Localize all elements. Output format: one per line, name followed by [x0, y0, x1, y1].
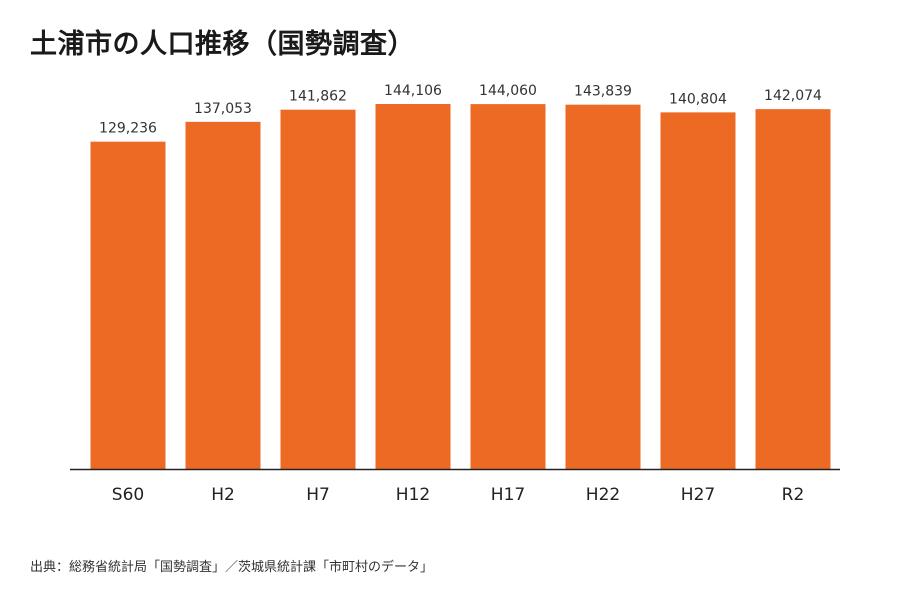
- x-tick-label-h22: H22: [586, 485, 620, 505]
- x-tick-labels-group: S60 H2 H7 H12 H17 H22 H27 R2: [112, 485, 805, 505]
- source-note: 出典：総務省統計局「国勢調査」／茨城県統計課「市町村のデータ」: [30, 560, 434, 575]
- x-tick-label-h12: H12: [396, 485, 430, 505]
- value-label-h12: 144,106: [384, 83, 442, 99]
- x-tick-label-s60: S60: [112, 485, 144, 505]
- bars-group: [90, 104, 831, 470]
- value-label-h22: 143,839: [574, 84, 632, 100]
- bar-r2: [755, 109, 831, 470]
- x-tick-label-h2: H2: [211, 485, 235, 505]
- value-label-h27: 140,804: [669, 91, 727, 107]
- bar-h17: [470, 104, 546, 469]
- bar-h22: [565, 104, 641, 469]
- bar-h7: [280, 109, 356, 470]
- x-tick-label-h17: H17: [491, 485, 525, 505]
- bar-h27: [660, 112, 736, 469]
- chart-title: 土浦市の人口推移（国勢調査）: [30, 29, 415, 60]
- x-tick-label-h27: H27: [681, 485, 715, 505]
- x-tick-label-r2: R2: [782, 485, 805, 505]
- bar-h2: [185, 121, 261, 469]
- value-label-r2: 142,074: [764, 88, 822, 104]
- bar-h12: [375, 104, 451, 469]
- bar-s60: [90, 141, 166, 470]
- x-tick-label-h7: H7: [306, 485, 330, 505]
- value-labels-group: 129,236 137,053 141,862 144,106 144,060 143,8…: [99, 83, 822, 137]
- value-label-h17: 144,060: [479, 83, 537, 99]
- value-label-s60: 129,236: [99, 121, 157, 137]
- value-label-h7: 141,862: [289, 89, 347, 105]
- value-label-h2: 137,053: [194, 101, 252, 117]
